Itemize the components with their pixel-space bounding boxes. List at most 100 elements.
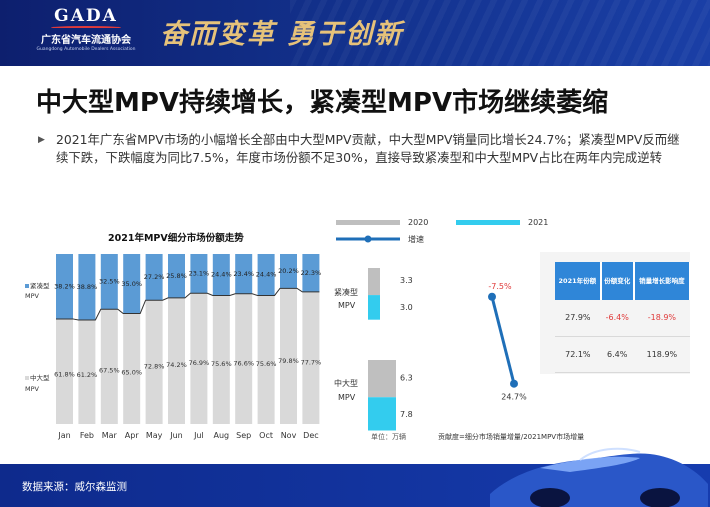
growth-point xyxy=(488,292,496,301)
bar-compact xyxy=(257,254,275,296)
bar-midlarge xyxy=(78,319,96,424)
sports-car-illustration xyxy=(490,447,708,507)
legend-swatch-2021 xyxy=(456,220,520,225)
bar-midlarge xyxy=(280,288,297,424)
legend-label-midlarge: 中大型 xyxy=(30,373,50,382)
growth-point xyxy=(510,379,518,388)
bar-midlarge xyxy=(100,309,118,424)
unit-note: 单位：万辆 xyxy=(371,433,406,441)
legend-swatch-growth xyxy=(336,235,400,243)
x-tick-label: Oct xyxy=(259,431,273,440)
table-row-midlarge: 72.1% 6.4% 118.9% xyxy=(555,336,690,373)
data-label-compact: 27.2% xyxy=(144,273,165,281)
bar-midlarge xyxy=(123,313,141,424)
table-header-row: 2021年份额 份额变化 销量增长影响度 xyxy=(555,262,692,300)
bar-midlarge xyxy=(56,318,73,424)
category-label-2: MPV xyxy=(338,393,356,402)
bar-midlarge xyxy=(302,291,320,424)
table-header: 销量增长影响度 xyxy=(633,262,692,300)
org-name: 广东省汽车流通协会 xyxy=(41,35,131,46)
data-label-compact: 38.2% xyxy=(54,282,75,290)
data-label-compact: 35.0% xyxy=(121,280,142,288)
data-label-compact: 23.4% xyxy=(233,270,254,278)
x-tick-label: Dec xyxy=(303,431,318,440)
association-logo: GADA 广东省汽车流通协会 Guangdong Automobile Deal… xyxy=(26,6,146,62)
data-label-midlarge: 67.5% xyxy=(99,366,120,374)
data-label-midlarge: 74.2% xyxy=(166,361,187,369)
bar-2020 xyxy=(368,360,396,398)
data-label-compact: 24.4% xyxy=(256,271,277,279)
table-header: 份额变化 xyxy=(600,262,635,300)
bar-compact xyxy=(235,254,253,294)
table-cell: 72.1% xyxy=(555,336,601,373)
category-label-2: MPV xyxy=(338,301,356,310)
legend-label-growth: 增速 xyxy=(408,235,424,244)
bar-compact xyxy=(280,254,297,289)
table-cell: -18.9% xyxy=(633,300,690,337)
data-label-compact: 23.1% xyxy=(189,270,210,278)
header-decoration xyxy=(290,0,710,66)
comparison-legend: 2020 2021 增速 xyxy=(336,218,556,254)
data-label-compact: 32.5% xyxy=(99,278,120,286)
bar-2021 xyxy=(368,295,380,320)
data-label-midlarge: 77.7% xyxy=(301,359,322,367)
bar-midlarge xyxy=(257,295,275,424)
bar-compact xyxy=(145,254,163,301)
legend-label-2020: 2020 xyxy=(408,218,429,227)
data-label-midlarge: 75.6% xyxy=(211,360,232,368)
share-boundary-line xyxy=(56,287,320,321)
summary-bullet: ▶ 2021年广东省MPV市场的小幅增长全部由中大型MPV贡献，中大型MPV销量… xyxy=(38,131,688,167)
legend-label-2021: 2021 xyxy=(528,218,549,227)
bar-2020 xyxy=(368,268,380,296)
bar-midlarge xyxy=(145,300,163,424)
data-label-compact: 24.4% xyxy=(211,271,232,279)
bar-compact xyxy=(212,254,230,296)
x-tick-label: Nov xyxy=(281,431,297,440)
legend-swatch-compact xyxy=(25,284,29,288)
growth-line xyxy=(490,296,516,385)
page-title: 中大型MPV持续增长，紧凑型MPV市场继续萎缩 xyxy=(36,88,609,118)
bar-2021 xyxy=(368,397,396,431)
category-label: 中大型 xyxy=(334,378,358,388)
slogan-calligraphy: 奋而变革 勇于创新 xyxy=(160,19,404,50)
bar-midlarge xyxy=(190,293,208,424)
x-tick-label: Jun xyxy=(169,431,183,440)
data-label-midlarge: 76.9% xyxy=(189,359,210,367)
data-label-midlarge: 72.8% xyxy=(144,362,165,370)
growth-label-compact: -7.5% xyxy=(488,282,512,291)
category-label: 紧凑型 xyxy=(334,287,358,297)
contribution-note: 贡献度=细分市场销量增量/2021MPV市场增量 xyxy=(438,433,585,441)
header-banner: GADA 广东省汽车流通协会 Guangdong Automobile Deal… xyxy=(0,0,710,66)
data-label-midlarge: 79.8% xyxy=(278,357,299,365)
bar-compact xyxy=(190,254,208,294)
data-label-midlarge: 76.6% xyxy=(233,359,254,367)
bar-midlarge xyxy=(168,297,185,424)
legend-swatch-2020 xyxy=(336,220,400,225)
share-table: 2021年份额 份额变化 销量增长影响度 27.9% -6.4% -18.9% … xyxy=(555,262,692,373)
table-cell: 27.9% xyxy=(555,300,601,337)
legend-label-midlarge-2: MPV xyxy=(25,385,40,393)
bar-compact xyxy=(302,254,320,292)
data-label-compact: 25.8% xyxy=(166,272,187,280)
table-header: 2021年份额 xyxy=(555,262,602,300)
volume-comparison-chart: 3.3 3.0 紧凑型 MPV 6.3 7.8 中大型 MPV xyxy=(334,268,413,431)
data-label-compact: 20.2% xyxy=(278,267,299,275)
data-label-midlarge: 65.0% xyxy=(121,368,142,376)
data-source: 数据来源：威尔森监测 xyxy=(22,481,127,493)
x-tick-label: Feb xyxy=(80,431,94,440)
bar-compact xyxy=(78,254,96,320)
bar-compact xyxy=(56,254,73,319)
table-cell: 118.9% xyxy=(633,336,690,373)
share-stacked-bar-chart: 61.8% 38.2% Jan 61.2% 38.8% Feb 67.5% 32.5% Mar 6… xyxy=(25,254,322,440)
legend-label-compact-2: MPV xyxy=(25,292,40,300)
growth-rate-chart: -7.5% 24.7% xyxy=(488,282,527,402)
growth-label-midlarge: 24.7% xyxy=(501,393,527,402)
x-tick-label: Aug xyxy=(213,431,229,440)
bar-midlarge xyxy=(212,295,230,424)
value-label-2021: 7.8 xyxy=(400,410,413,419)
data-label-midlarge: 61.2% xyxy=(77,371,98,379)
data-label-compact: 38.8% xyxy=(77,283,98,291)
table-cell: -6.4% xyxy=(600,300,634,337)
data-label-midlarge: 61.8% xyxy=(54,371,75,379)
share-chart-title: 2021年MPV细分市场份额走势 xyxy=(108,233,244,244)
